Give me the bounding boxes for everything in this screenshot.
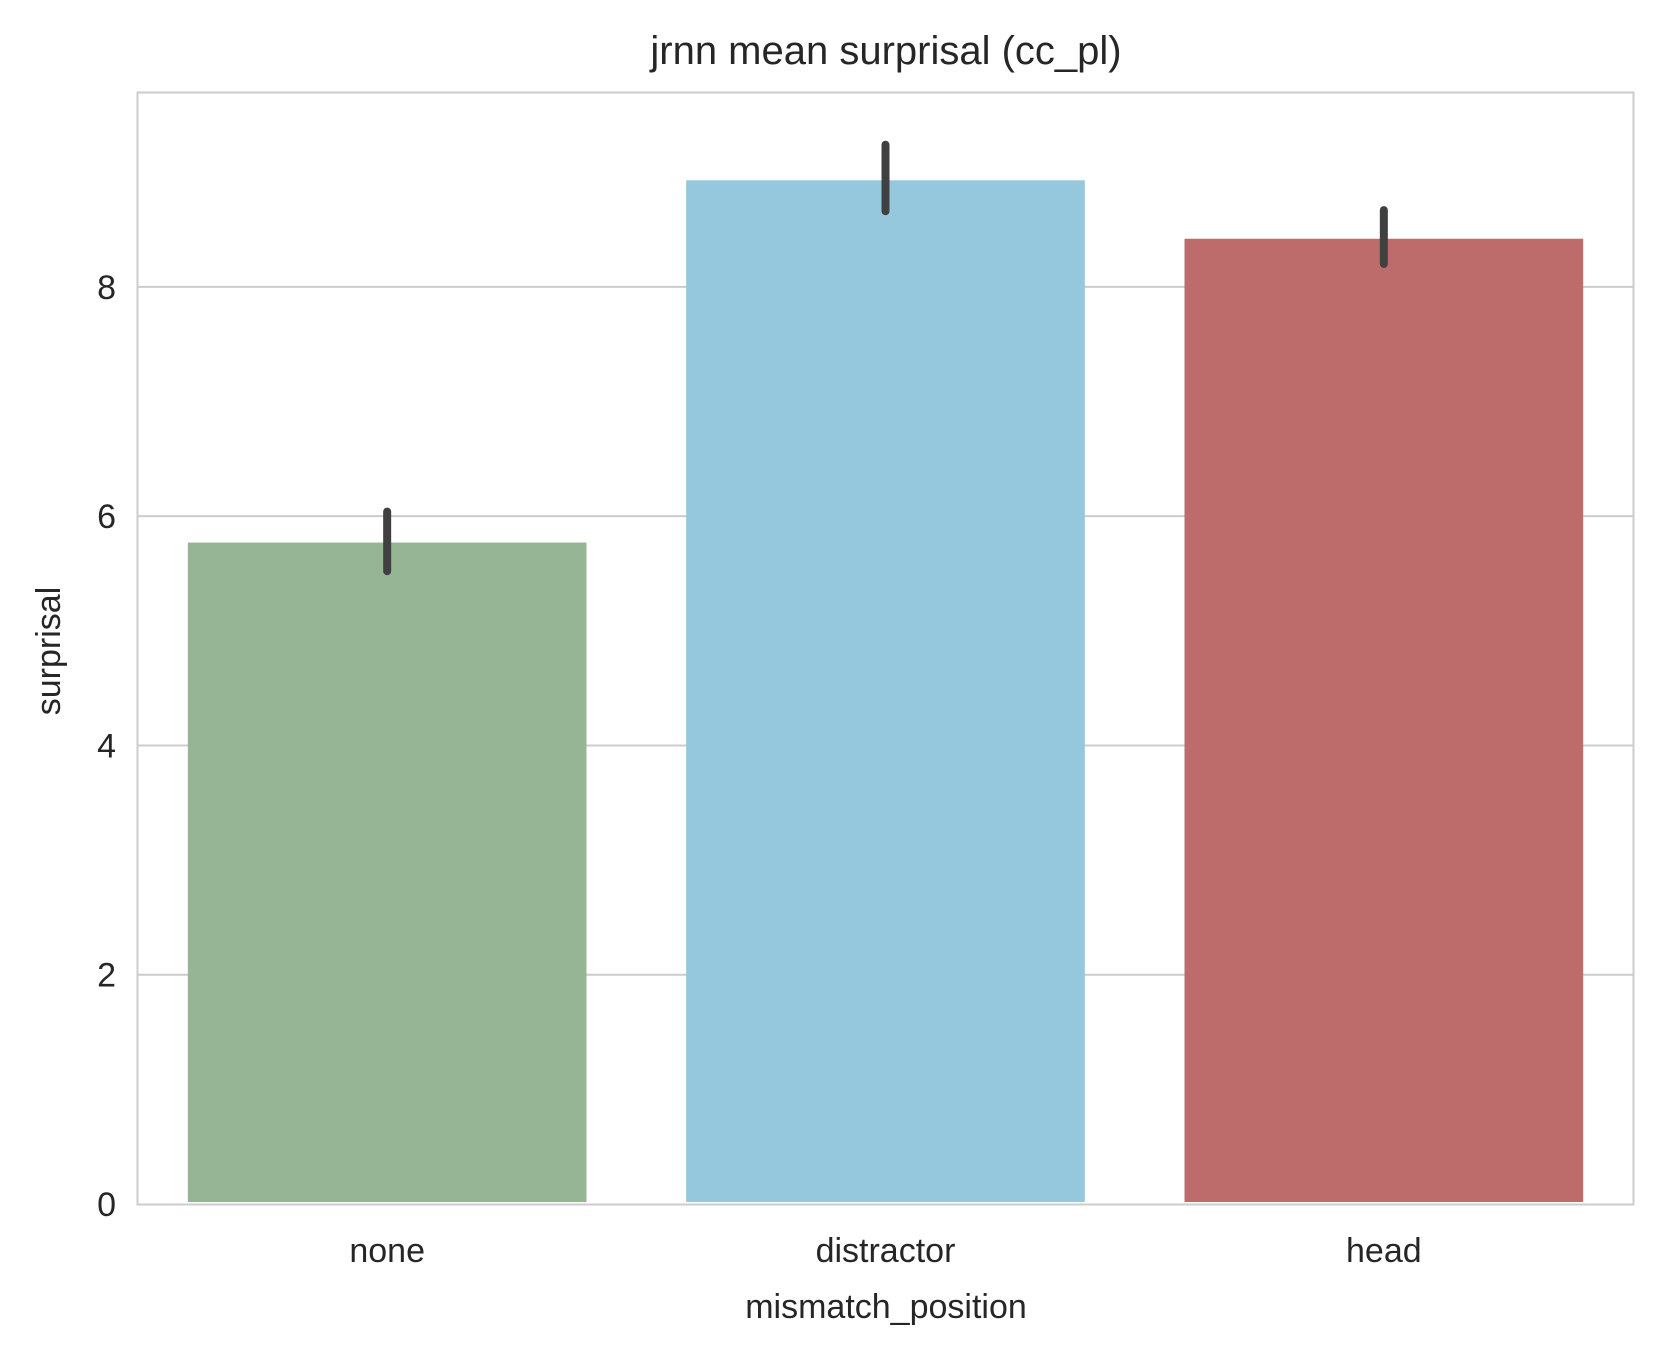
y-tick-labels: 0 2 4 6 8	[97, 269, 116, 1224]
error-bars	[383, 140, 1388, 576]
x-tick-labels: none distractor head	[349, 1232, 1421, 1270]
bar-distractor	[686, 180, 1085, 1203]
x-tick-label-distractor: distractor	[816, 1232, 956, 1270]
y-axis-label: surprisal	[30, 587, 68, 715]
x-tick-label-head: head	[1346, 1232, 1422, 1270]
y-tick-label: 0	[97, 1186, 116, 1224]
y-tick-label: 2	[97, 957, 116, 995]
x-axis-label: mismatch_position	[745, 1288, 1027, 1326]
x-tick-label-none: none	[349, 1232, 425, 1270]
chart-title: jrnn mean surprisal (cc_pl)	[649, 29, 1121, 73]
plot-frame	[136, 91, 1635, 1206]
bars	[187, 180, 1584, 1203]
y-tick-label: 4	[97, 727, 116, 765]
bar-none	[187, 542, 587, 1202]
y-tick-label: 8	[97, 269, 116, 307]
bar-head	[1184, 238, 1584, 1202]
y-tick-label: 6	[97, 498, 116, 536]
